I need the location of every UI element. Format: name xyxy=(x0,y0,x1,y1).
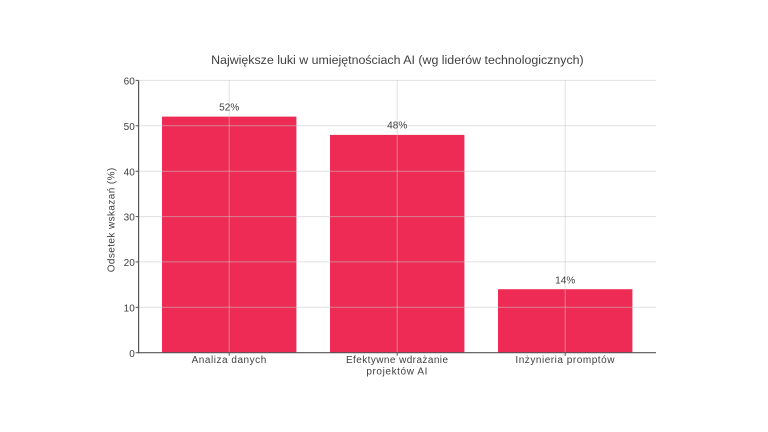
svg-text:14%: 14% xyxy=(555,275,575,286)
svg-text:0: 0 xyxy=(129,349,135,360)
svg-text:Inżynieria promptów: Inżynieria promptów xyxy=(515,355,615,366)
svg-text:10: 10 xyxy=(124,303,136,314)
svg-text:Największe luki w umiejętności: Największe luki w umiejętnościach AI (wg… xyxy=(211,53,584,67)
svg-text:60: 60 xyxy=(124,76,136,87)
svg-text:Analiza danych: Analiza danych xyxy=(192,355,267,366)
svg-text:40: 40 xyxy=(124,167,136,178)
svg-text:52%: 52% xyxy=(219,103,239,114)
svg-text:projektów AI: projektów AI xyxy=(366,367,428,378)
svg-text:Odsetek wskazań (%): Odsetek wskazań (%) xyxy=(107,167,118,272)
svg-text:Efektywne wdrażanie: Efektywne wdrażanie xyxy=(346,355,448,366)
svg-text:50: 50 xyxy=(124,122,136,133)
svg-text:48%: 48% xyxy=(387,120,407,131)
svg-text:30: 30 xyxy=(124,213,136,224)
svg-text:20: 20 xyxy=(124,258,136,269)
